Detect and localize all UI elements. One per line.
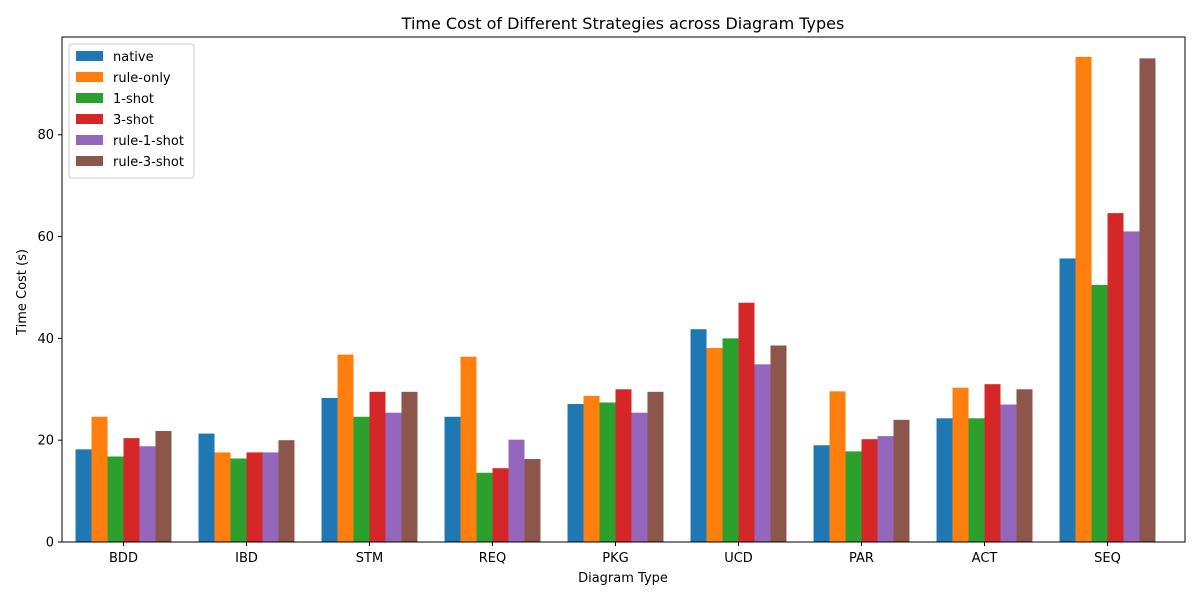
y-tick-label: 60 (37, 230, 54, 245)
legend: native rule-only 1-shot 3-shot rule-1-shot ru… (68, 43, 195, 179)
bar-rule-3-shot-PAR (893, 419, 910, 542)
bar-1-shot-BDD (107, 456, 124, 542)
bar-rule-3-shot-IBD (278, 440, 295, 542)
x-tick-label: IBD (235, 551, 258, 566)
bar-3-shot-BDD (123, 438, 140, 542)
bar-rule-1-shot-IBD (262, 452, 279, 542)
legend-swatch-3-shot (76, 114, 103, 124)
bar-native-BDD (75, 449, 92, 542)
y-tick-label: 40 (37, 332, 54, 347)
legend-label-native: native (113, 50, 154, 65)
legend-label-1-shot: 1-shot (113, 92, 154, 107)
x-tick-label: ACT (972, 551, 998, 566)
bars-layer (75, 56, 1156, 542)
legend-label-rule-3-shot: rule-3-shot (113, 155, 184, 170)
bar-rule-only-REQ (460, 356, 477, 542)
bar-3-shot-IBD (246, 452, 263, 542)
legend-swatch-1-shot (76, 93, 103, 103)
bar-1-shot-STM (353, 416, 370, 542)
bar-rule-3-shot-UCD (770, 345, 787, 542)
bar-native-IBD (198, 433, 215, 542)
y-tick-label: 20 (37, 434, 54, 449)
legend-label-rule-only: rule-only (113, 71, 171, 86)
bar-rule-1-shot-UCD (754, 364, 771, 542)
x-tick-label: UCD (724, 551, 753, 566)
legend-swatch-rule-3-shot (76, 156, 103, 166)
bar-rule-3-shot-PKG (647, 391, 664, 542)
x-tick-label: PKG (602, 551, 628, 566)
bar-rule-3-shot-BDD (155, 431, 172, 542)
plot-frame (61, 36, 1186, 543)
legend-label-3-shot: 3-shot (113, 113, 154, 128)
y-axis-label: Time Cost (s) (15, 249, 30, 336)
bar-rule-3-shot-SEQ (1139, 58, 1156, 542)
bar-native-ACT (936, 418, 953, 542)
bar-rule-only-PAR (829, 391, 846, 542)
y-tick-label: 0 (46, 536, 54, 551)
bar-native-STM (321, 397, 338, 542)
bar-1-shot-IBD (230, 458, 247, 542)
x-tick-label: STM (356, 551, 383, 566)
bar-1-shot-ACT (968, 418, 985, 542)
bar-rule-1-shot-REQ (508, 439, 525, 542)
bar-1-shot-PAR (845, 451, 862, 542)
bar-3-shot-UCD (738, 302, 755, 542)
bar-1-shot-SEQ (1091, 284, 1108, 542)
bar-native-PKG (567, 404, 584, 542)
bar-native-PAR (813, 445, 830, 542)
legend-swatch-rule-1-shot (76, 135, 103, 145)
bar-3-shot-REQ (492, 468, 509, 542)
legend-swatch-native (76, 51, 103, 61)
bar-rule-3-shot-ACT (1016, 389, 1033, 542)
bar-3-shot-ACT (984, 384, 1001, 542)
bar-rule-1-shot-PKG (631, 412, 648, 542)
bar-3-shot-PAR (861, 439, 878, 542)
bar-1-shot-PKG (599, 402, 616, 542)
bar-3-shot-SEQ (1107, 213, 1124, 542)
bar-rule-only-BDD (91, 416, 108, 542)
bar-rule-1-shot-SEQ (1123, 231, 1140, 542)
bar-1-shot-REQ (476, 472, 493, 542)
y-tick-label: 80 (37, 128, 54, 143)
bar-native-UCD (690, 329, 707, 542)
legend-swatch-rule-only (76, 72, 103, 82)
bar-rule-3-shot-STM (401, 391, 418, 542)
bar-rule-only-UCD (706, 348, 723, 542)
legend-label-rule-1-shot: rule-1-shot (113, 134, 184, 149)
bar-rule-1-shot-STM (385, 412, 402, 542)
bar-rule-1-shot-BDD (139, 446, 156, 542)
bar-3-shot-STM (369, 391, 386, 542)
bar-rule-only-SEQ (1075, 56, 1092, 542)
bar-rule-3-shot-REQ (524, 459, 541, 542)
axes-layer: 0 20 40 60 80 BDD IBD STM REQ PKG UCD PAR ACT SEQ (37, 36, 1186, 566)
bar-rule-1-shot-ACT (1000, 404, 1017, 542)
bar-native-SEQ (1059, 258, 1076, 542)
chart-title: Time Cost of Different Strategies across… (401, 14, 845, 33)
x-tick-label: BDD (109, 551, 138, 566)
bar-rule-only-ACT (952, 387, 969, 542)
bar-rule-only-IBD (214, 452, 231, 542)
x-axis-label: Diagram Type (578, 571, 668, 586)
bar-rule-only-STM (337, 354, 354, 542)
bar-3-shot-PKG (615, 389, 632, 542)
x-tick-label: SEQ (1094, 551, 1121, 566)
bar-rule-1-shot-PAR (877, 436, 894, 542)
bar-rule-only-PKG (583, 395, 600, 542)
bar-1-shot-UCD (722, 338, 739, 542)
x-tick-label: REQ (479, 551, 506, 566)
bar-native-REQ (444, 416, 461, 542)
x-tick-label: PAR (849, 551, 874, 566)
